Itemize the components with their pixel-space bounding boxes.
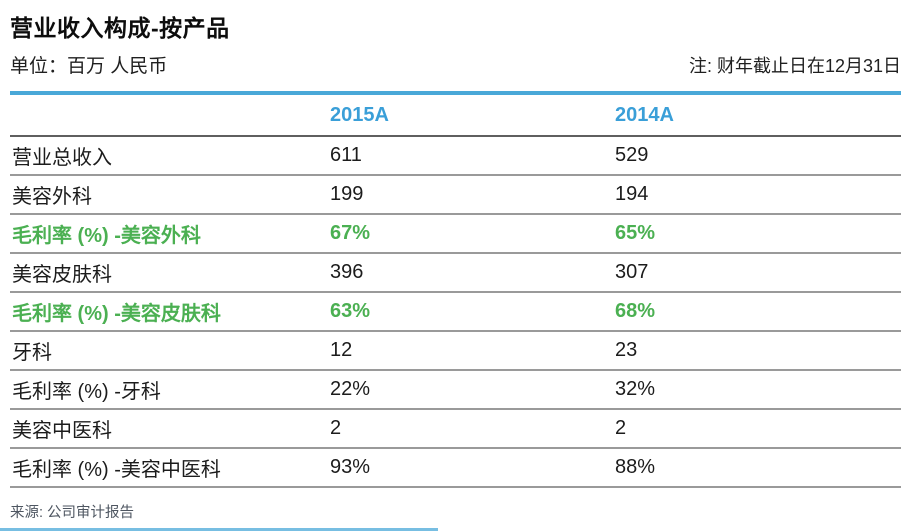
top-accent-line (10, 91, 901, 95)
row-value-2015a: 396 (330, 261, 364, 283)
row-value-2014a: 32% (615, 378, 656, 400)
table-row-total-revenue: 营业总收入 611 529 (10, 137, 901, 176)
row-value-2015a: 63% (330, 300, 371, 322)
row-value-2015a: 22% (330, 378, 371, 400)
row-label: 毛利率 (%) -牙科 (12, 381, 161, 403)
row-label: 美容中医科 (12, 420, 112, 442)
source-note: 来源: 公司审计报告 (10, 505, 135, 521)
subtitle-row: 单位：百万 人民币 注: 财年截止日在12月31日 (10, 51, 901, 78)
row-value-2014a: 88% (615, 456, 656, 478)
row-value-2014a: 529 (615, 144, 649, 166)
table-row-tcm-cosmetology: 美容中医科 2 2 (10, 410, 901, 449)
row-label: 美容皮肤科 (12, 264, 112, 286)
page-title: 营业收入构成-按产品 (10, 15, 230, 41)
table-row-margin-cosmetic-surgery: 毛利率 (%) -美容外科 67% 65% (10, 215, 901, 254)
row-value-2014a: 68% (615, 300, 656, 322)
table-row-margin-tcm-cosmetology: 毛利率 (%) -美容中医科 93% 88% (10, 449, 901, 488)
row-value-2015a: 67% (330, 222, 371, 244)
table-row-margin-dermatology: 毛利率 (%) -美容皮肤科 63% 68% (10, 293, 901, 332)
fiscal-year-note: 注: 财年截止日在12月31日 (688, 56, 901, 76)
row-value-2015a: 611 (330, 144, 362, 166)
unit-label: 单位：百万 人民币 (10, 56, 168, 77)
row-label: 毛利率 (%) -美容皮肤科 (12, 303, 221, 325)
row-value-2014a: 65% (615, 222, 656, 244)
row-value-2015a: 199 (330, 183, 364, 205)
row-value-2015a: 12 (330, 339, 353, 361)
row-value-2014a: 23 (615, 339, 638, 361)
row-label: 毛利率 (%) -美容中医科 (12, 459, 221, 481)
table-header-row: 2015A 2014A (10, 95, 901, 137)
row-value-2014a: 194 (615, 183, 649, 205)
row-label: 毛利率 (%) -美容外科 (12, 225, 201, 247)
row-label: 牙科 (12, 342, 52, 364)
row-value-2015a: 93% (330, 456, 371, 478)
bottom-accent-line (0, 528, 438, 531)
column-header-2014a: 2014A (615, 103, 674, 126)
row-value-2015a: 2 (330, 417, 342, 439)
row-label: 营业总收入 (12, 147, 112, 169)
row-label: 美容外科 (12, 186, 92, 208)
column-header-2015a: 2015A (330, 103, 389, 126)
row-value-2014a: 2 (615, 417, 627, 439)
table-row-dental: 牙科 12 23 (10, 332, 901, 371)
row-value-2014a: 307 (615, 261, 649, 283)
table-row-cosmetic-surgery: 美容外科 199 194 (10, 176, 901, 215)
table-row-dermatology: 美容皮肤科 396 307 (10, 254, 901, 293)
revenue-table: 2015A 2014A 营业总收入 611 529 美容外科 199 194 毛… (10, 95, 901, 488)
table-row-margin-dental: 毛利率 (%) -牙科 22% 32% (10, 371, 901, 410)
